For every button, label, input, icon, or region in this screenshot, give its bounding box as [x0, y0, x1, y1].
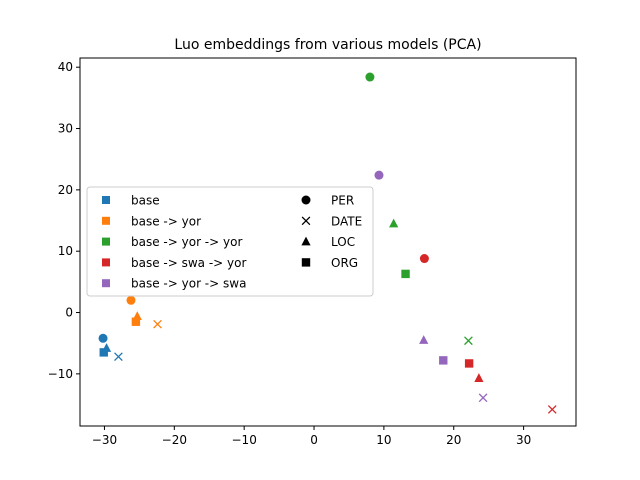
y-tick-label: 10: [58, 244, 73, 258]
x-tick-label: 20: [446, 433, 461, 447]
x-axis: −30 −20 −10 0 10 20 30: [92, 426, 531, 447]
legend-marker-base: [102, 196, 110, 204]
point-base-swa-yor-org: [464, 359, 474, 368]
legend-label-per: PER: [331, 194, 354, 208]
legend-marker-loc: [301, 236, 311, 246]
point-base-yor-yor-date: [464, 336, 473, 346]
y-axis: −10 0 10 20 30 40: [48, 60, 80, 381]
x-tick-label: −30: [92, 433, 117, 447]
point-base-yor-yor-per: [365, 72, 375, 82]
point-base-org: [99, 348, 108, 357]
y-tick-label: 20: [58, 183, 73, 197]
y-tick-label: 30: [58, 122, 73, 136]
legend: base base -> yor base -> yor -> yor base ->…: [86, 186, 374, 297]
legend-marker-base-yor: [102, 216, 110, 225]
x-tick-label: 30: [516, 433, 531, 447]
legend-marker-base-yor-swa: [102, 279, 110, 288]
legend-marker-org: [301, 258, 311, 267]
point-base-swa-yor-loc: [474, 373, 484, 382]
point-base-yor-yor-loc: [389, 218, 399, 228]
point-base-yor-swa-org: [439, 356, 448, 365]
x-tick-label: 10: [376, 433, 391, 447]
legend-marker-date: [301, 216, 311, 226]
legend-marker-base-yor-yor: [102, 237, 110, 246]
legend-label-base-yor-swa: base -> yor -> swa: [131, 277, 246, 291]
point-base-yor-yor-org: [401, 269, 410, 279]
point-base-date: [114, 352, 123, 362]
legend-box: [86, 186, 374, 297]
x-tick-label: −10: [232, 433, 257, 447]
point-base-yor-swa-loc: [419, 335, 429, 344]
legend-label-org: ORG: [331, 256, 358, 270]
point-base-per: [98, 333, 108, 343]
point-base-swa-yor-per: [419, 254, 429, 264]
x-tick-label: −20: [162, 433, 187, 447]
point-base-yor-swa-per: [374, 170, 384, 180]
plot-frame: [79, 57, 577, 427]
point-base-swa-yor-date: [547, 405, 557, 414]
legend-label-base-swa-yor: base -> swa -> yor: [131, 256, 246, 270]
x-tick-label: 0: [310, 433, 318, 447]
point-base-yor-org: [131, 317, 141, 326]
legend-label-date: DATE: [331, 214, 362, 228]
y-tick-label: 0: [65, 306, 73, 320]
legend-label-loc: LOC: [331, 235, 355, 249]
legend-label-base-yor-yor: base -> yor -> yor: [131, 235, 242, 249]
legend-label-base-yor: base -> yor: [131, 214, 201, 228]
chart-title: Luo embeddings from various models (PCA): [174, 37, 481, 53]
y-tick-label: −10: [48, 367, 73, 381]
legend-marker-base-swa-yor: [102, 258, 110, 267]
point-base-yor-date: [153, 319, 162, 329]
point-base-yor-swa-date: [478, 393, 488, 403]
legend-marker-per: [301, 195, 311, 205]
legend-label-base: base: [131, 194, 160, 208]
y-tick-label: 40: [58, 60, 73, 74]
data-markers: [98, 72, 557, 414]
point-base-yor-per: [126, 295, 136, 305]
